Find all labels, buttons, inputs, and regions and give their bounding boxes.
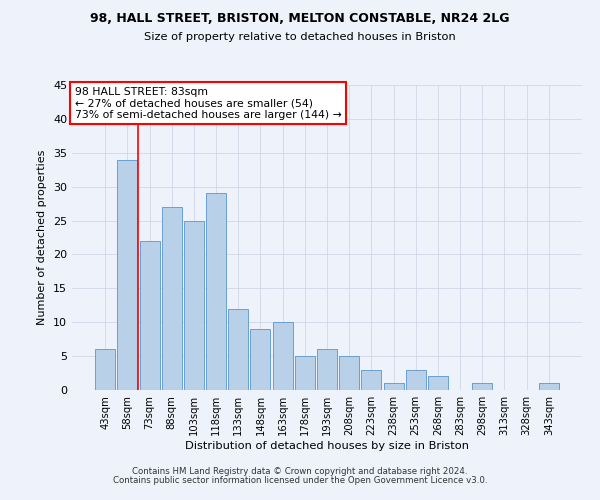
Bar [383,383,404,390]
Bar [428,376,448,390]
Text: Contains HM Land Registry data © Crown copyright and database right 2024.: Contains HM Land Registry data © Crown c… [132,467,468,476]
Bar [539,383,559,390]
Bar [184,220,204,390]
Text: 98, HALL STREET, BRISTON, MELTON CONSTABLE, NR24 2LG: 98, HALL STREET, BRISTON, MELTON CONSTAB… [90,12,510,26]
Bar [272,322,293,390]
Bar [361,370,382,390]
Bar [406,370,426,390]
Bar [95,350,115,390]
Text: 98 HALL STREET: 83sqm
← 27% of detached houses are smaller (54)
73% of semi-deta: 98 HALL STREET: 83sqm ← 27% of detached … [74,86,341,120]
Bar [118,160,137,390]
Bar [317,350,337,390]
Y-axis label: Number of detached properties: Number of detached properties [37,150,47,325]
Bar [339,356,359,390]
Bar [472,383,492,390]
Bar [206,194,226,390]
Bar [250,329,271,390]
Text: Contains public sector information licensed under the Open Government Licence v3: Contains public sector information licen… [113,476,487,485]
Bar [140,241,160,390]
X-axis label: Distribution of detached houses by size in Briston: Distribution of detached houses by size … [185,440,469,450]
Bar [228,308,248,390]
Bar [295,356,315,390]
Text: Size of property relative to detached houses in Briston: Size of property relative to detached ho… [144,32,456,42]
Bar [162,207,182,390]
